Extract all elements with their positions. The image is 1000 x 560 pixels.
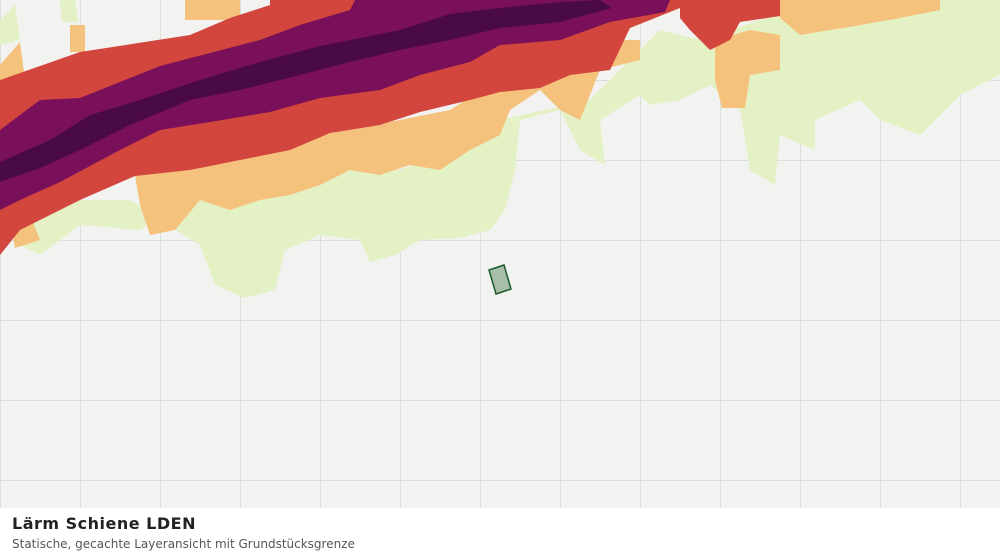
noise-zone-highest [0,0,612,182]
layer-subtitle: Statische, gecachte Layeransicht mit Gru… [12,537,355,551]
noise-zone-low [0,0,1000,298]
noise-map [0,0,1000,508]
property-boundary[interactable] [488,264,512,295]
legend-panel: Lärm Schiene LDEN Statische, gecachte La… [0,508,1000,560]
layer-title: Lärm Schiene LDEN [12,514,196,533]
